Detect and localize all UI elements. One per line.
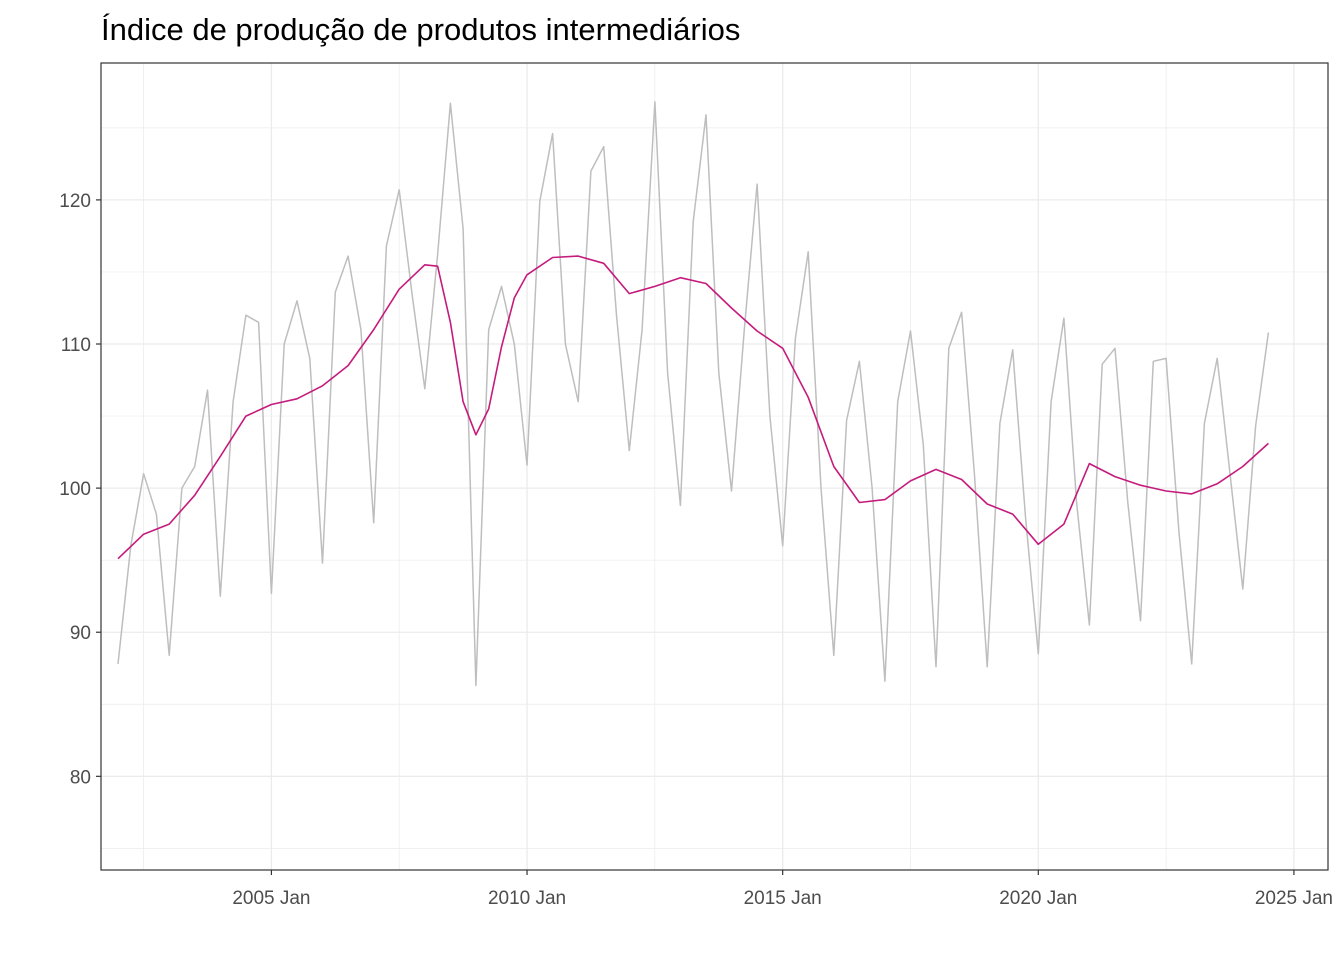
grid	[101, 63, 1328, 870]
x-tick-label: 2015 Jan	[744, 888, 822, 909]
axes: 80 90 100 110 120 2005 Jan 2010 Jan 2015 Jan 202…	[59, 191, 1333, 909]
x-tick-label: 2020 Jan	[999, 888, 1077, 909]
y-tick-label: 80	[70, 767, 91, 788]
y-tick-label: 100	[59, 479, 91, 500]
raw-series-line	[117, 101, 1270, 687]
trend-series-line	[117, 255, 1269, 560]
y-tick-label: 110	[61, 335, 91, 356]
y-tick-label: 90	[70, 623, 91, 644]
x-tick-label: 2005 Jan	[232, 888, 310, 909]
chart-title: Índice de produção de produtos intermedi…	[101, 12, 740, 47]
series-lines	[117, 101, 1270, 687]
panel-border	[100, 62, 1329, 871]
x-tick-label: 2010 Jan	[488, 888, 566, 909]
y-tick-label: 120	[59, 191, 91, 212]
x-tick-label: 2025 Jan	[1255, 888, 1333, 909]
